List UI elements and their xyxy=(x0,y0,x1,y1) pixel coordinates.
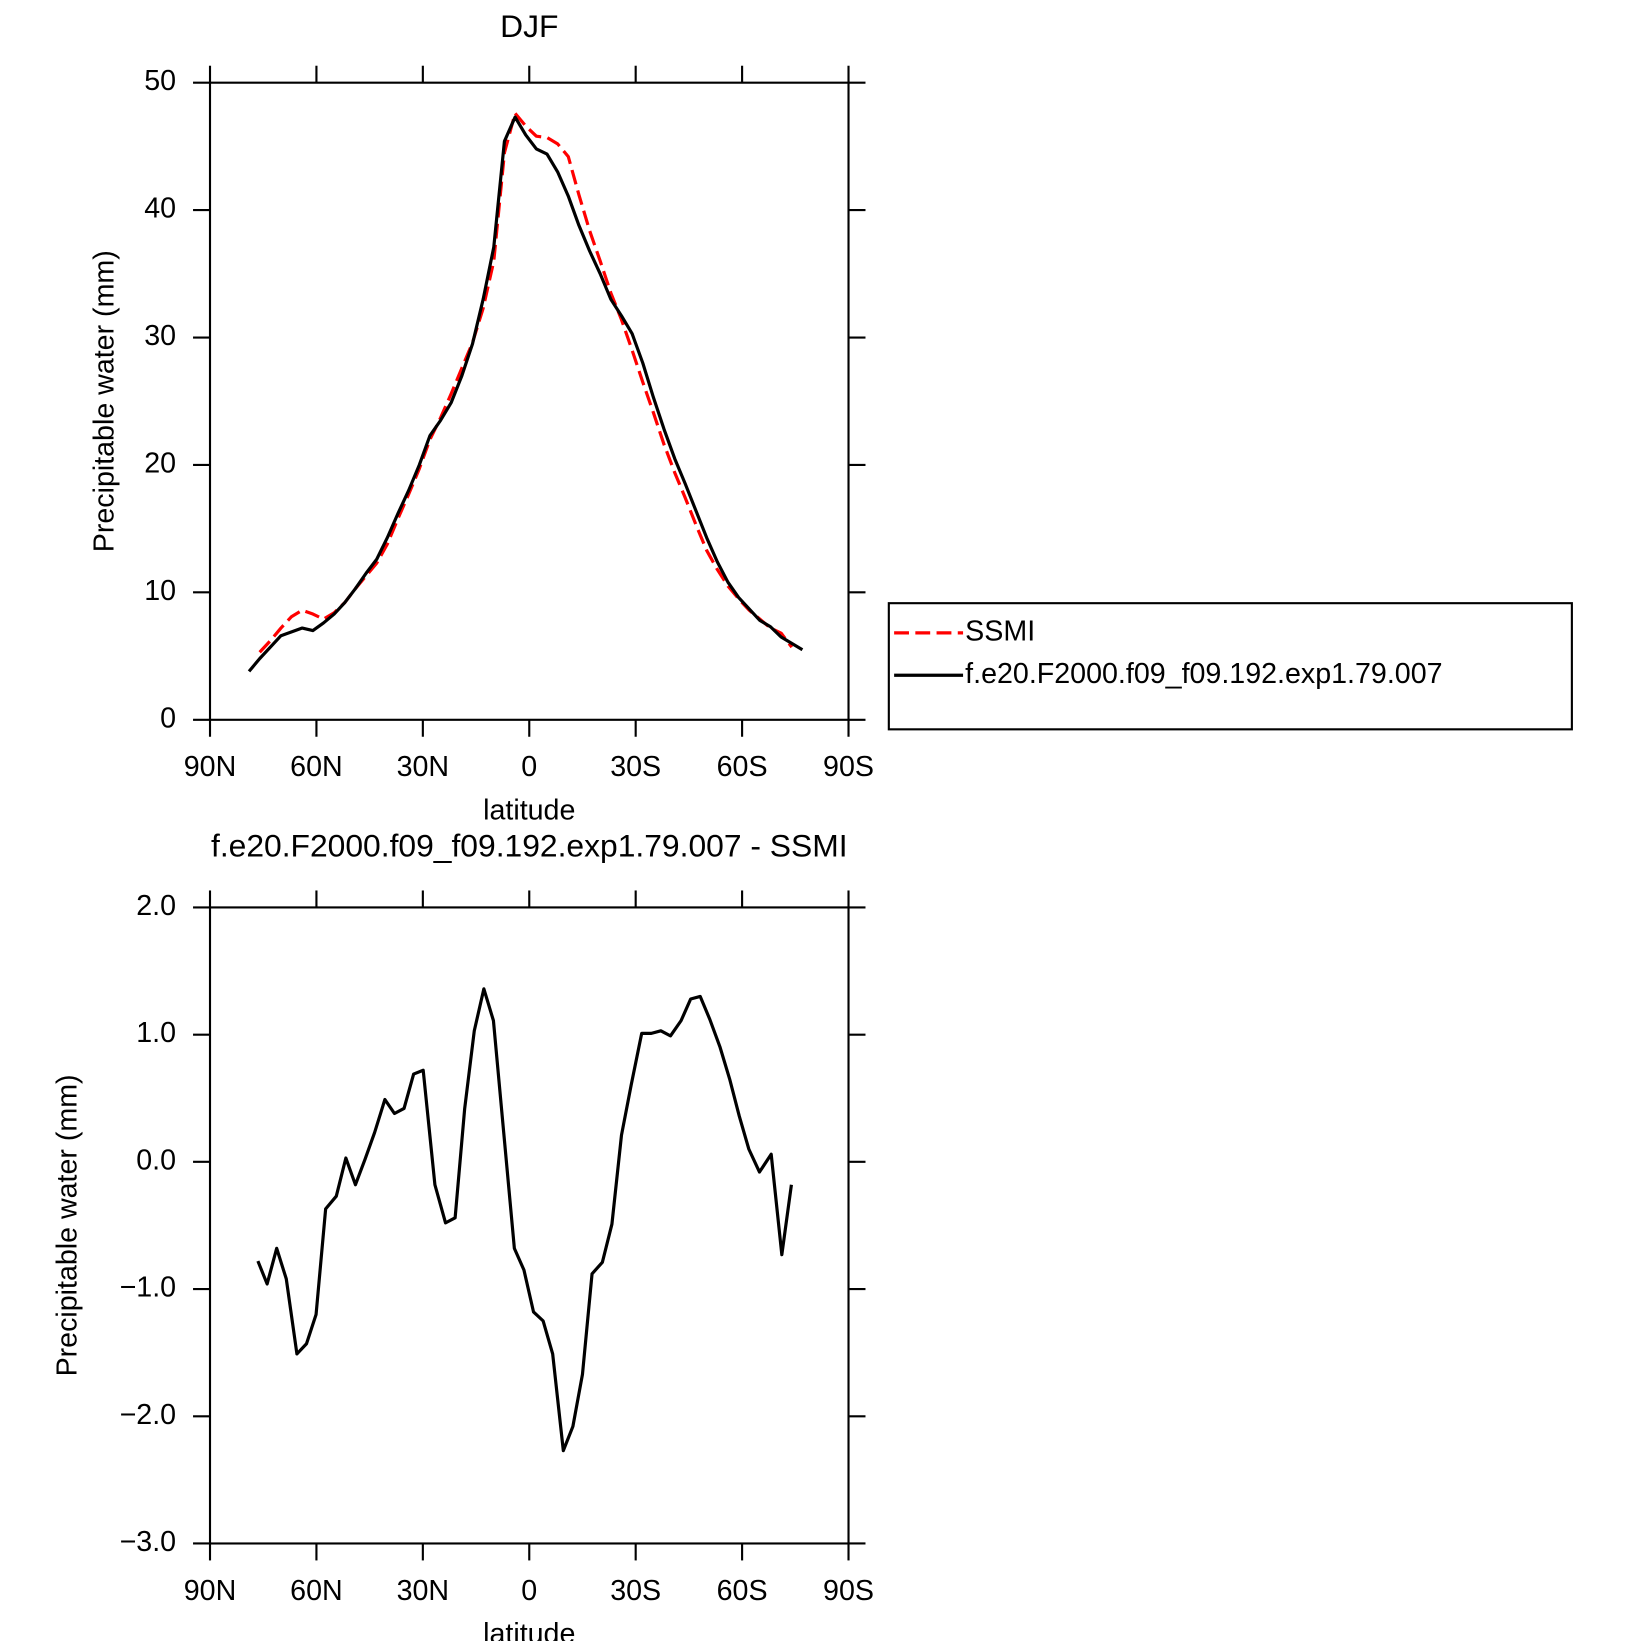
x-tick-label: 60S xyxy=(717,751,768,783)
y-axis-label: Precipitable water (mm) xyxy=(51,1074,83,1376)
x-tick-label: 90S xyxy=(823,751,874,783)
y-tick-label: 2.0 xyxy=(136,890,176,922)
y-tick-label: 0 xyxy=(160,702,176,734)
y-tick-label: −3.0 xyxy=(120,1526,176,1558)
legend-box xyxy=(887,602,1573,731)
y-tick-label: 40 xyxy=(144,193,176,225)
y-tick-label: 10 xyxy=(144,575,176,607)
x-axis-label: latitude xyxy=(483,1618,575,1641)
data-line xyxy=(247,115,804,673)
plot-frame xyxy=(208,81,850,721)
x-tick-label: 0 xyxy=(521,751,537,783)
x-tick-label: 60N xyxy=(290,1575,342,1607)
y-tick-label: 20 xyxy=(144,448,176,480)
x-tick-label: 90N xyxy=(184,1575,236,1607)
y-tick-label: 1.0 xyxy=(136,1017,176,1049)
x-tick-label: 90N xyxy=(184,751,236,783)
x-tick-label: 60S xyxy=(717,1575,768,1607)
data-line xyxy=(256,987,793,1453)
chart-title: DJF xyxy=(500,8,558,44)
x-tick-label: 90S xyxy=(823,1575,874,1607)
y-tick-label: 30 xyxy=(144,320,176,352)
x-axis-label: latitude xyxy=(483,795,575,827)
y-tick-label: 0.0 xyxy=(136,1144,176,1176)
chart-title: f.e20.F2000.f09_f09.192.exp1.79.007 - SS… xyxy=(211,827,848,863)
x-tick-label: 30S xyxy=(610,751,661,783)
x-tick-label: 60N xyxy=(290,751,342,783)
x-tick-label: 30S xyxy=(610,1575,661,1607)
x-tick-label: 0 xyxy=(521,1575,537,1607)
y-tick-label: −1.0 xyxy=(120,1272,176,1304)
y-tick-label: 50 xyxy=(144,65,176,97)
y-tick-label: −2.0 xyxy=(120,1399,176,1431)
legend-label: SSMI xyxy=(965,615,1035,647)
x-tick-label: 30N xyxy=(397,1575,449,1607)
data-line xyxy=(258,111,794,654)
y-axis-label: Precipitable water (mm) xyxy=(89,250,121,552)
plot-frame xyxy=(208,906,850,1545)
legend-label: f.e20.F2000.f09_f09.192.exp1.79.007 xyxy=(965,658,1442,690)
legend: SSMI f.e20.F2000.f09_f09.192.exp1.79.007 xyxy=(887,602,1573,731)
x-tick-label: 30N xyxy=(397,751,449,783)
